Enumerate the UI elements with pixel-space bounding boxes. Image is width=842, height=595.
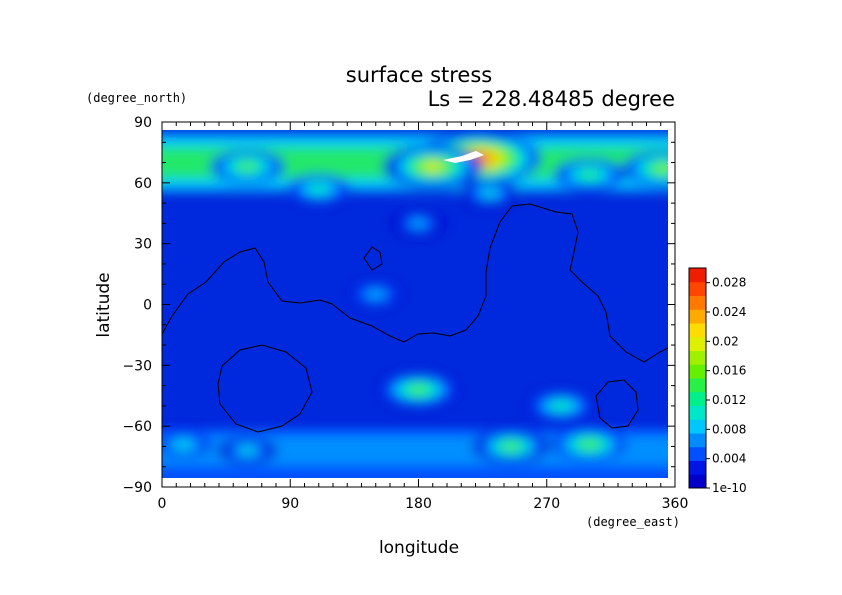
x-tick-labels: 0 90 180 270 360: [158, 496, 689, 512]
colorbar-segment: [689, 309, 706, 324]
heatmap-cell: [555, 402, 567, 409]
topography-contour: [363, 246, 383, 271]
x-tick-label: 180: [405, 496, 432, 512]
y-tick-label: −30: [122, 358, 152, 374]
colorbar-label: 0.02: [712, 334, 739, 348]
colorbar-segment: [689, 350, 706, 365]
heatmap-cell: [584, 171, 595, 178]
heatmap-cell: [659, 165, 668, 172]
x-tick-label: 270: [533, 496, 560, 512]
y-axis-label: latitude: [94, 272, 114, 337]
heatmap-cell: [484, 189, 495, 196]
heatmap-cell: [242, 163, 253, 170]
axis-ticks: [161, 121, 676, 488]
chart-subtitle: Ls = 228.48485 degree: [428, 87, 675, 111]
colorbar-label: 0.004: [712, 452, 746, 466]
heatmap-cell: [313, 185, 325, 192]
heatmap-cell: [177, 441, 189, 448]
colorbar-segment: [689, 391, 706, 406]
colorbar-label: 0.028: [712, 276, 746, 290]
heatmap-cell: [413, 220, 424, 227]
colorbar-segment: [689, 419, 706, 434]
colorbar-segment: [689, 281, 706, 296]
topography-contour: [595, 379, 639, 429]
x-tick-label: 90: [281, 496, 299, 512]
x-axis-label: longitude: [379, 538, 459, 558]
y-tick-label: 0: [143, 298, 152, 314]
chart-title: surface stress: [346, 63, 492, 87]
y-tick-label: −60: [122, 419, 152, 435]
heatmap-cell: [413, 386, 424, 393]
jet-core-max: [443, 151, 484, 163]
heatmap-cell: [506, 443, 516, 450]
colorbar-segment: [689, 336, 706, 351]
x-unit-label: (degree_east): [586, 515, 680, 529]
heatmap-cell: [428, 163, 437, 170]
colorbar-segment: [689, 323, 706, 338]
stress-features: [162, 132, 668, 467]
y-tick-label: −90: [122, 480, 152, 496]
colorbar-label: 0.016: [712, 364, 746, 378]
heatmap-cell: [242, 447, 253, 454]
y-tick-labels: 90 60 30 0 −30 −60 −90: [122, 115, 152, 496]
colorbar-segment: [689, 378, 706, 393]
x-tick-label: 0: [158, 496, 167, 512]
colorbar-label: 0.024: [712, 305, 746, 319]
colorbar-segment: [689, 295, 706, 310]
colorbar-segment: [689, 268, 706, 283]
heatmap-field: [162, 130, 668, 478]
colorbar-label: 0.012: [712, 393, 746, 407]
colorbar: [688, 267, 707, 489]
colorbar-label: 0.008: [712, 422, 746, 436]
heatmap-cell: [584, 441, 595, 448]
y-unit-label: (degree_north): [86, 91, 187, 105]
topography-contour: [217, 344, 313, 433]
y-tick-label: 90: [134, 115, 152, 131]
y-tick-label: 60: [134, 176, 152, 192]
colorbar-segment: [689, 364, 706, 379]
colorbar-segment: [689, 474, 706, 489]
colorbar-segment: [689, 433, 706, 448]
topography-contour: [162, 203, 668, 363]
colorbar-labels: 0.028 0.024 0.02 0.016 0.012 0.008 0.004 1e-10: [706, 276, 747, 495]
heatmap-cell: [369, 291, 382, 298]
colorbar-segment: [689, 460, 706, 475]
colorbar-segment: [689, 405, 706, 420]
colorbar-segment: [689, 446, 706, 461]
colorbar-frame: [688, 267, 707, 489]
y-tick-label: 30: [134, 237, 152, 253]
colorbar-label: 1e-10: [712, 481, 747, 495]
x-tick-label: 360: [662, 496, 689, 512]
